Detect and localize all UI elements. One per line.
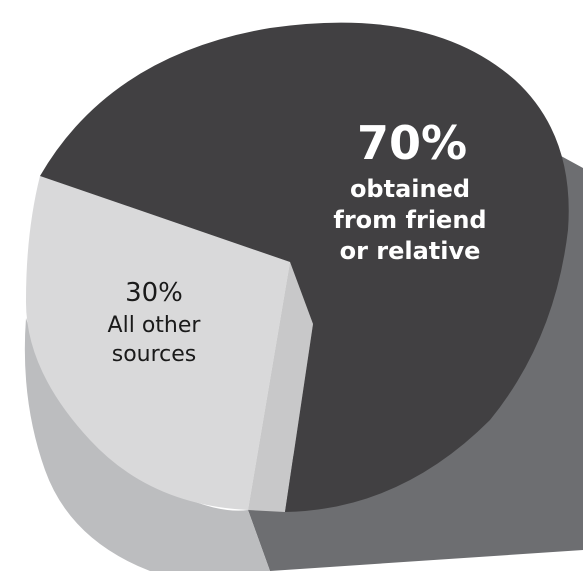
slice-all-other-sources — [25, 176, 290, 510]
slice-percent-label-70: 70% — [357, 116, 467, 170]
slice-cut-face — [248, 262, 313, 512]
slice-percent-label-30: 30% — [125, 278, 183, 308]
slice-label-line-2-other: sources — [112, 342, 197, 367]
slice-obtained-from-friend — [40, 22, 569, 512]
slice-label-line-1: obtained — [350, 175, 470, 203]
slice-label-line-3: or relative — [340, 237, 481, 265]
slice-label-line-1-other: All other — [108, 313, 202, 338]
slice-label-line-2: from friend — [333, 206, 486, 234]
slice-all-other-sources-side — [24, 318, 270, 571]
